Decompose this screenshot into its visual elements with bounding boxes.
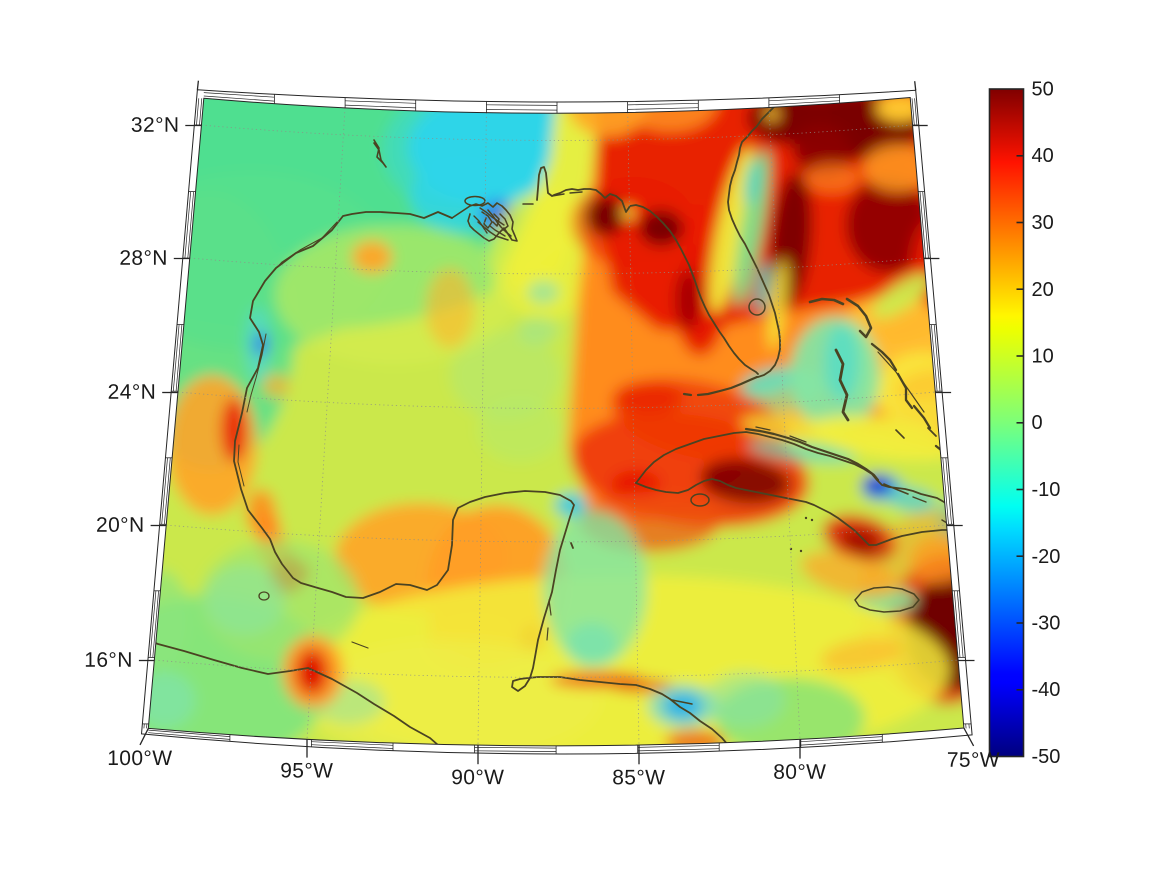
svg-text:100°W: 100°W — [107, 747, 172, 770]
svg-text:-10: -10 — [1032, 479, 1061, 501]
svg-text:10: 10 — [1032, 346, 1054, 368]
svg-text:40: 40 — [1032, 145, 1054, 167]
svg-text:20: 20 — [1032, 279, 1054, 301]
svg-text:30: 30 — [1032, 212, 1054, 234]
svg-text:0: 0 — [1032, 412, 1043, 434]
svg-text:-50: -50 — [1032, 746, 1061, 768]
svg-text:50: 50 — [1032, 79, 1054, 101]
svg-text:95°W: 95°W — [280, 759, 333, 782]
svg-text:75°W: 75°W — [947, 749, 1000, 772]
svg-text:85°W: 85°W — [612, 766, 665, 789]
svg-text:-40: -40 — [1032, 679, 1061, 701]
svg-text:28°N: 28°N — [119, 247, 168, 270]
svg-text:24°N: 24°N — [108, 381, 157, 404]
svg-text:-20: -20 — [1032, 546, 1061, 568]
svg-text:90°W: 90°W — [451, 766, 504, 789]
svg-text:32°N: 32°N — [131, 114, 180, 137]
svg-text:16°N: 16°N — [84, 649, 133, 672]
svg-text:-30: -30 — [1032, 613, 1061, 635]
svg-text:20°N: 20°N — [96, 514, 145, 537]
svg-text:80°W: 80°W — [773, 761, 826, 784]
